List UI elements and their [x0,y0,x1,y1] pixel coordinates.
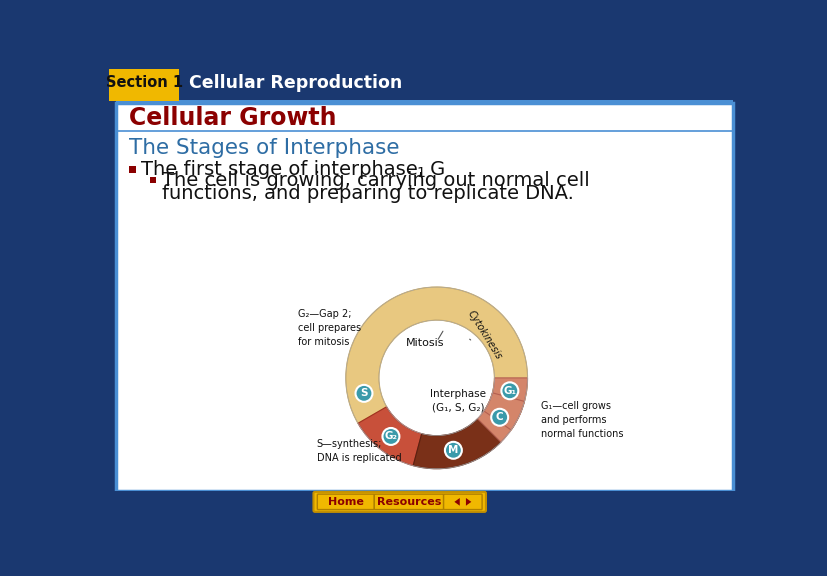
FancyBboxPatch shape [374,494,443,510]
Wedge shape [484,393,523,430]
Bar [105,69,743,97]
Text: Mitosis: Mitosis [405,338,444,348]
Bar [150,177,156,183]
Wedge shape [413,419,500,469]
Wedge shape [357,407,421,465]
Text: Home: Home [327,497,363,507]
Circle shape [501,382,518,399]
Text: S—synthesis;
DNA is replicated: S—synthesis; DNA is replicated [316,439,401,463]
Text: functions, and preparing to replicate DNA.: functions, and preparing to replicate DN… [161,184,573,203]
Text: S: S [360,388,367,399]
Wedge shape [477,378,527,442]
FancyBboxPatch shape [317,494,374,510]
Text: Interphase
(G₁, S, G₂): Interphase (G₁, S, G₂) [430,389,485,412]
Polygon shape [454,498,459,506]
Bar [116,100,732,103]
Text: 1: 1 [416,166,425,180]
Text: C: C [495,412,503,422]
Text: The Stages of Interphase: The Stages of Interphase [129,138,399,158]
Circle shape [355,385,372,402]
Text: M: M [447,445,458,455]
Text: G₁: G₁ [503,386,516,396]
Wedge shape [346,287,527,430]
Text: Resources: Resources [376,497,441,507]
Polygon shape [466,498,471,506]
Bar [105,491,743,513]
Text: Cytokinesis: Cytokinesis [465,309,503,362]
Circle shape [490,409,508,426]
Text: Cellular Growth: Cellular Growth [129,107,337,130]
Bar [129,166,136,173]
Text: Cellular Reproduction: Cellular Reproduction [189,74,401,92]
Text: The cell is growing, carrying out normal cell: The cell is growing, carrying out normal… [161,170,589,190]
FancyBboxPatch shape [443,494,481,510]
Text: The first stage of interphase, G: The first stage of interphase, G [141,160,445,179]
FancyBboxPatch shape [108,67,179,101]
Text: G₂—Gap 2;
cell prepares
for mitosis: G₂—Gap 2; cell prepares for mitosis [298,309,361,347]
Text: G₁—cell grows
and performs
normal functions: G₁—cell grows and performs normal functi… [541,401,623,439]
Bar [116,103,732,491]
Circle shape [382,428,399,445]
Text: G₂: G₂ [384,431,397,441]
Circle shape [444,442,461,458]
FancyBboxPatch shape [313,492,485,512]
Text: Section 1: Section 1 [105,75,183,90]
Bar [116,103,732,491]
